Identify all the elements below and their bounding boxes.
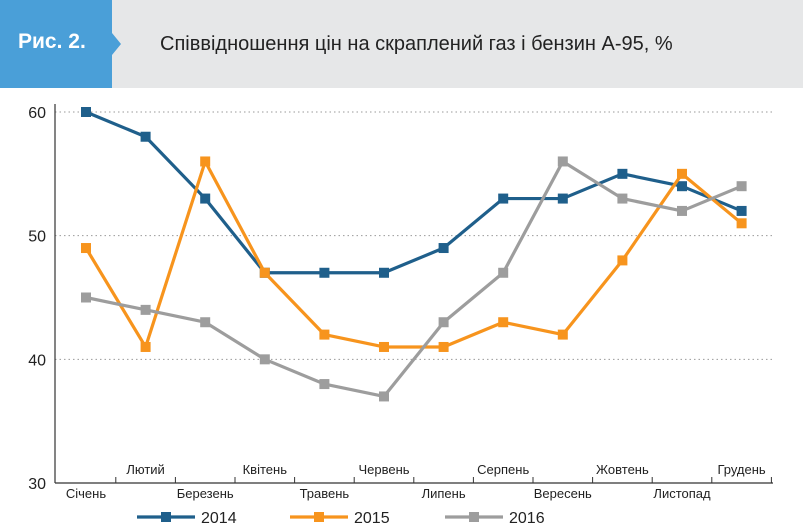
data-point-2014 bbox=[379, 267, 389, 278]
legend-label-2016: 2016 bbox=[509, 510, 545, 527]
data-point-2014 bbox=[140, 131, 151, 142]
chart-title: Співвідношення цін на скраплений газ і б… bbox=[160, 33, 673, 55]
x-tick-label: Липень bbox=[422, 486, 466, 501]
data-point-2015 bbox=[81, 243, 91, 254]
data-point-2014 bbox=[200, 193, 211, 204]
data-point-2015 bbox=[140, 341, 151, 352]
data-point-2016 bbox=[259, 354, 270, 365]
y-tick-label-30: 30 bbox=[28, 476, 46, 493]
data-point-2015 bbox=[379, 341, 389, 352]
data-point-2016 bbox=[677, 205, 687, 216]
data-point-2015 bbox=[617, 255, 628, 266]
y-tick-label-40: 40 bbox=[28, 352, 46, 369]
legend-label-2015: 2015 bbox=[354, 510, 390, 527]
data-point-2014 bbox=[81, 107, 91, 117]
x-tick-label: Вересень bbox=[534, 486, 592, 501]
data-point-2016 bbox=[557, 156, 568, 167]
data-point-2015 bbox=[200, 156, 211, 167]
chart-header: Рис. 2. Співвідношення цін на скраплений… bbox=[0, 0, 803, 88]
y-tick-label-60: 60 bbox=[28, 105, 46, 122]
data-point-2016 bbox=[200, 317, 211, 328]
x-tick-label: Грудень bbox=[717, 462, 765, 477]
series-line-2015 bbox=[84, 159, 743, 349]
data-point-2014 bbox=[557, 193, 568, 204]
data-point-2014 bbox=[319, 267, 330, 278]
line-chart: 30 40 50 60 Січень Лютий Березень Квітень Травен… bbox=[28, 104, 773, 527]
x-tick-label: Квітень bbox=[243, 462, 288, 477]
data-point-2014 bbox=[677, 181, 687, 192]
figure-label: Рис. 2. bbox=[18, 30, 86, 53]
data-point-2015 bbox=[259, 267, 270, 278]
data-point-2016 bbox=[736, 181, 747, 192]
data-point-2015 bbox=[438, 341, 449, 352]
x-tick-label: Серпень bbox=[477, 462, 529, 477]
data-point-2016 bbox=[498, 267, 509, 278]
data-point-2016 bbox=[617, 193, 628, 204]
data-point-2016 bbox=[379, 391, 389, 402]
data-point-2016 bbox=[140, 304, 151, 315]
series-line-2016 bbox=[85, 159, 743, 399]
data-point-2016 bbox=[81, 292, 91, 303]
figure-tag: Рис. 2. bbox=[0, 0, 121, 88]
data-point-2016 bbox=[319, 379, 330, 390]
legend-marker-2015 bbox=[314, 512, 324, 522]
data-point-2015 bbox=[677, 168, 687, 179]
data-point-2014 bbox=[617, 168, 628, 179]
data-point-2015 bbox=[319, 329, 330, 340]
x-tick-label: Лютий bbox=[126, 462, 164, 477]
data-point-2014 bbox=[438, 243, 449, 254]
data-point-2014 bbox=[498, 193, 509, 204]
series-line-2014 bbox=[85, 110, 743, 275]
y-tick-label-50: 50 bbox=[28, 229, 46, 246]
data-point-2015 bbox=[557, 329, 568, 340]
x-tick-label: Січень bbox=[66, 486, 106, 501]
x-tick-label: Березень bbox=[177, 486, 234, 501]
legend-marker-2016 bbox=[469, 512, 479, 522]
data-point-2016 bbox=[438, 317, 449, 328]
legend-marker-2014 bbox=[161, 512, 171, 522]
legend-label-2014: 2014 bbox=[201, 510, 237, 527]
x-tick-label: Травень bbox=[300, 486, 350, 501]
x-tick-label: Червень bbox=[358, 462, 409, 477]
x-tick-label: Жовтень bbox=[596, 462, 649, 477]
x-tick-label: Листопад bbox=[653, 486, 711, 501]
figure-tag-shape bbox=[0, 0, 121, 88]
data-point-2015 bbox=[736, 218, 747, 229]
data-point-2015 bbox=[498, 317, 509, 328]
data-point-2014 bbox=[736, 205, 747, 216]
